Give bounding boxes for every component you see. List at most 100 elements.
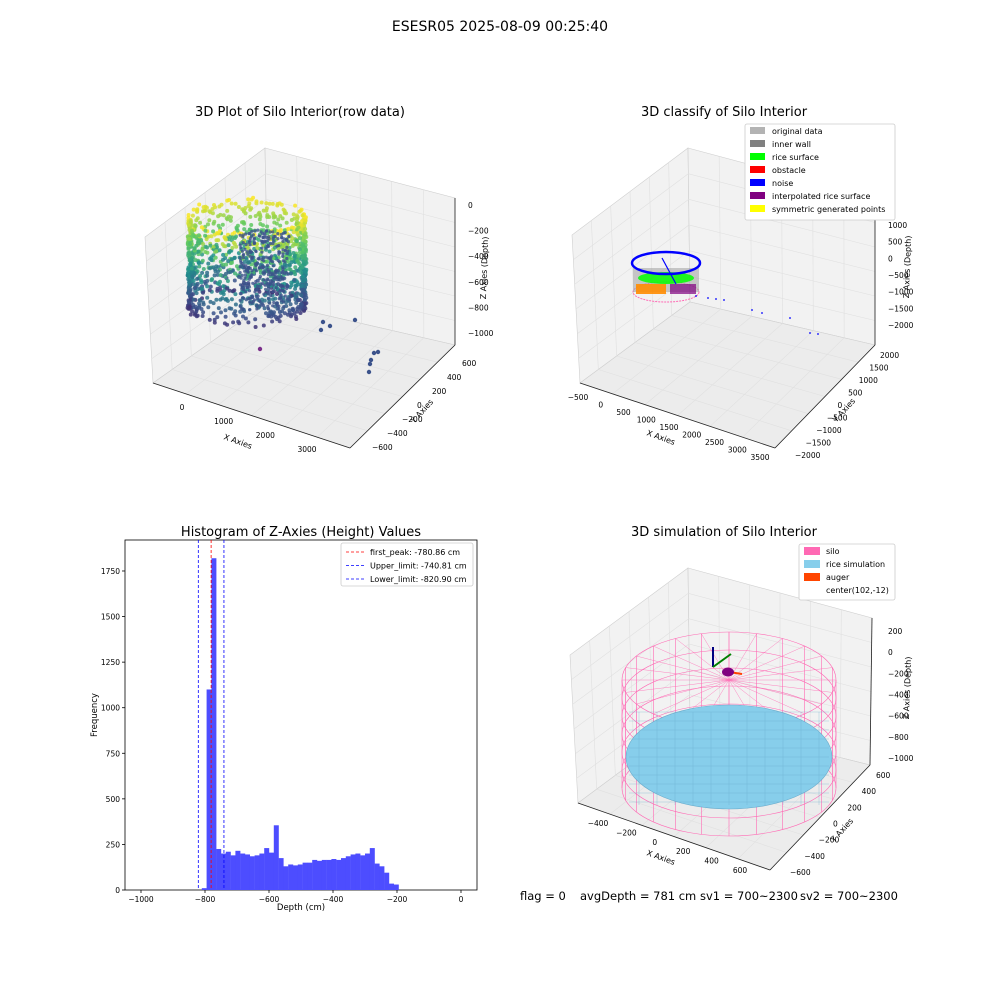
sv2-text: sv2 = 700~2300 (800, 889, 898, 903)
noise-point (723, 299, 725, 301)
silo-roof-strut (728, 679, 822, 705)
y-tick-label: −400 (387, 429, 408, 438)
z-tick-label: 0 (888, 254, 893, 263)
silo-roof-strut (625, 679, 730, 693)
y-tick-label: −600 (790, 868, 811, 877)
y-tick-label: 500 (848, 389, 863, 398)
histogram-bar (345, 856, 351, 890)
histogram-bar (350, 854, 356, 890)
legend-swatch (750, 166, 765, 173)
y-tick-label: 1000 (859, 376, 878, 385)
histogram-bar (393, 884, 399, 890)
y-tick-label: 200 (847, 803, 862, 812)
legend-swatch (804, 547, 820, 555)
z-tick-label: 0 (888, 648, 893, 657)
z-tick-label: −600 (468, 278, 489, 287)
grid-line (671, 315, 859, 363)
y-tick-label: −200 (819, 836, 840, 845)
legend-swatch (804, 560, 820, 568)
histogram-bar (206, 689, 212, 890)
legend-swatch (804, 573, 820, 581)
x-tick-label: 1000 (637, 416, 656, 425)
outlier-point (368, 357, 374, 363)
y-tick-label: 0 (833, 820, 838, 829)
y-tick-label: 600 (876, 771, 891, 780)
z-tick-label: −2000 (888, 321, 914, 330)
z-tick-label: 500 (888, 238, 903, 247)
y-tick-label: 600 (462, 359, 477, 368)
y-tick-label: 200 (432, 387, 447, 396)
legend-frame (340, 542, 474, 587)
grid-line (571, 592, 872, 680)
outlier-point (367, 361, 373, 367)
rice-surface (638, 272, 694, 284)
y-tick-label: 1500 (869, 364, 888, 373)
sv1-text: sv1 = 700~2300 (700, 889, 798, 903)
legend-swatch (750, 127, 765, 134)
grid-line (574, 198, 876, 285)
outlier-point (295, 297, 301, 303)
silo-roof-strut (728, 667, 833, 681)
x-tick-label: −400 (323, 895, 344, 904)
z-tick-label: −1000 (468, 329, 494, 338)
y-axis-line (769, 764, 871, 871)
histogram-bar (240, 853, 246, 890)
x-tick-label: 400 (704, 857, 719, 866)
y-axis-line (349, 344, 456, 449)
histogram-bar (245, 854, 250, 890)
legend-label: Upper_limit: -740.81 cm (370, 562, 467, 571)
noise-streak (661, 257, 677, 285)
x-tick-label: −1000 (128, 895, 154, 904)
y-tick-label: −500 (827, 414, 848, 423)
noise-point (715, 298, 717, 300)
legend-label: Lower_limit: -820.90 cm (370, 575, 467, 584)
histogram-bar (264, 848, 270, 890)
legend-label: obstacle (772, 166, 806, 175)
silo-roof-strut (625, 667, 730, 681)
x-tick-label: 0 (459, 895, 464, 904)
histogram-bar (307, 862, 313, 890)
z-tick-label: −400 (468, 252, 489, 261)
y-tick-label: 1750 (101, 567, 120, 576)
silo-roof-strut (728, 679, 805, 715)
histogram-bar (259, 853, 265, 890)
y-tick-label: −200 (402, 415, 423, 424)
raw-point-cloud (185, 195, 381, 375)
legend-label: rice simulation (826, 560, 885, 569)
x-tick-label: 0 (180, 403, 185, 412)
histogram-bar (221, 853, 226, 890)
z-axis-label: Z Axies (Depth) (479, 236, 490, 299)
x-tick-label: 0 (652, 838, 657, 847)
z-tick-label: 0 (468, 201, 473, 210)
outlier-point (375, 349, 381, 355)
y-tick-label: 1250 (101, 658, 120, 667)
outlier-point (257, 346, 263, 352)
outlier-point (327, 323, 333, 329)
histogram-bar (235, 850, 241, 890)
outlier-point (290, 307, 296, 313)
x-tick-label: 1500 (659, 423, 678, 432)
y-tick-label: 0 (115, 886, 120, 895)
noise-point (789, 317, 791, 319)
z-tick-label: −800 (468, 303, 489, 312)
histogram-bar (321, 859, 327, 890)
y-tick-label: −1000 (816, 426, 842, 435)
x-axis-line (152, 382, 351, 449)
flag-text: flag = 0 (520, 889, 566, 903)
center-axis-y (712, 653, 732, 668)
legend-label: symmetric generated points (772, 205, 885, 214)
y-tick-label: −1500 (806, 439, 832, 448)
z-tick-label: −1000 (888, 288, 914, 297)
outlier-point (318, 327, 324, 333)
histogram-bars (201, 558, 399, 890)
histogram-bar (249, 856, 255, 890)
histogram-bar (336, 859, 342, 890)
histogram-bar (230, 855, 236, 890)
histogram-bar (374, 863, 380, 890)
histogram-bar (389, 883, 394, 890)
histogram-bar (254, 855, 260, 890)
legend-frame (798, 543, 896, 601)
silo-roof-strut (653, 645, 730, 681)
grid-line (248, 315, 438, 363)
legend-label: rice surface (772, 153, 819, 162)
